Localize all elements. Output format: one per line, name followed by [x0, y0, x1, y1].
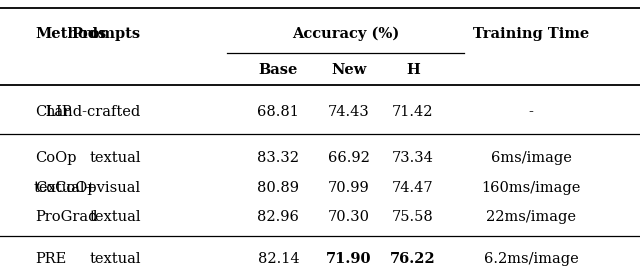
- Text: 83.32: 83.32: [257, 151, 300, 165]
- Text: PRE: PRE: [35, 252, 67, 266]
- Text: New: New: [331, 63, 367, 77]
- Text: CoCoOp: CoCoOp: [35, 181, 97, 195]
- Text: Methods: Methods: [35, 27, 106, 41]
- Text: 66.92: 66.92: [328, 151, 370, 165]
- Text: textual: textual: [90, 151, 141, 165]
- Text: 74.47: 74.47: [392, 181, 434, 195]
- Text: 6ms/image: 6ms/image: [491, 151, 572, 165]
- Text: 75.58: 75.58: [392, 210, 434, 224]
- Text: Base: Base: [259, 63, 298, 77]
- Text: 6.2ms/image: 6.2ms/image: [484, 252, 579, 266]
- Text: ProGrad: ProGrad: [35, 210, 98, 224]
- Text: 71.42: 71.42: [392, 105, 433, 119]
- Text: 70.30: 70.30: [328, 210, 370, 224]
- Text: -: -: [529, 105, 534, 119]
- Text: 82.14: 82.14: [257, 252, 300, 266]
- Text: 82.96: 82.96: [257, 210, 300, 224]
- Text: 22ms/image: 22ms/image: [486, 210, 576, 224]
- Text: 68.81: 68.81: [257, 105, 300, 119]
- Text: 70.99: 70.99: [328, 181, 370, 195]
- Text: 76.22: 76.22: [390, 252, 436, 266]
- Text: 71.90: 71.90: [326, 252, 372, 266]
- Text: textual+visual: textual+visual: [34, 181, 141, 195]
- Text: textual: textual: [90, 252, 141, 266]
- Text: hand-crafted: hand-crafted: [45, 105, 141, 119]
- Text: 73.34: 73.34: [392, 151, 434, 165]
- Text: CLIP: CLIP: [35, 105, 72, 119]
- Text: textual: textual: [90, 210, 141, 224]
- Text: 74.43: 74.43: [328, 105, 370, 119]
- Text: H: H: [406, 63, 420, 77]
- Text: 80.89: 80.89: [257, 181, 300, 195]
- Text: 160ms/image: 160ms/image: [481, 181, 581, 195]
- Text: Prompts: Prompts: [72, 27, 141, 41]
- Text: Training Time: Training Time: [473, 27, 589, 41]
- Text: CoOp: CoOp: [35, 151, 77, 165]
- Text: Accuracy (%): Accuracy (%): [292, 26, 399, 41]
